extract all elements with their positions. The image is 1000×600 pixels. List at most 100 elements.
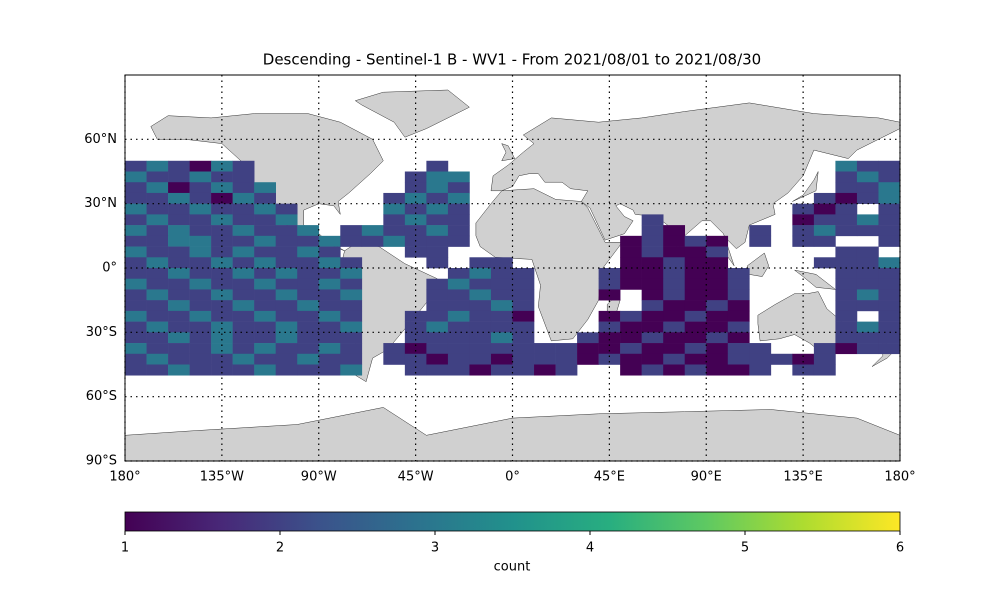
cell (469, 310, 492, 322)
cell (254, 332, 276, 344)
cell (125, 278, 147, 290)
cell (254, 353, 276, 365)
cell (275, 203, 298, 215)
cell (146, 364, 169, 376)
cell (512, 353, 535, 365)
cell (447, 192, 470, 204)
colorbar-label: count (494, 560, 531, 575)
cell (447, 171, 470, 183)
cell (318, 364, 341, 376)
cell (318, 300, 341, 312)
cell (189, 268, 212, 280)
cell (684, 364, 707, 376)
x-tick-label: 45°E (594, 470, 625, 485)
cell (792, 364, 815, 376)
cell (211, 332, 233, 344)
cell (232, 192, 255, 204)
y-tick-label: 30°S (86, 325, 117, 340)
cell (706, 257, 729, 269)
cell (706, 246, 729, 258)
cell (706, 235, 729, 247)
cell (318, 246, 341, 258)
cell (684, 257, 707, 269)
cell (598, 321, 621, 333)
y-tick-label: 30°N (84, 196, 117, 211)
cell (813, 257, 836, 269)
cell (297, 353, 320, 365)
cell (383, 192, 406, 204)
cell (878, 257, 900, 269)
cell (168, 353, 190, 365)
cell (254, 300, 276, 312)
cell (297, 321, 320, 333)
cell (512, 332, 535, 344)
cell (168, 235, 190, 247)
cell (727, 310, 750, 322)
cell (297, 235, 320, 247)
cell (340, 235, 363, 247)
cell (512, 268, 535, 280)
cell (168, 171, 190, 183)
cell (254, 364, 276, 376)
cell (856, 214, 879, 226)
cell (641, 235, 664, 247)
cell (404, 321, 427, 333)
cell (663, 289, 686, 301)
y-tick-label: 60°S (86, 389, 117, 404)
cell (835, 257, 858, 269)
cell (426, 332, 449, 344)
cell (168, 192, 190, 204)
cell (598, 343, 621, 355)
cell (426, 364, 449, 376)
cell (426, 225, 449, 237)
cell (275, 364, 298, 376)
cell (663, 321, 686, 333)
cell (146, 160, 169, 172)
cell (490, 278, 513, 290)
cell (146, 343, 169, 355)
cell (426, 182, 449, 194)
cell (232, 268, 255, 280)
cell (706, 278, 729, 290)
cell (856, 160, 879, 172)
cell (254, 321, 276, 333)
colorbar-tick-label: 4 (586, 541, 594, 556)
cell (211, 353, 233, 365)
cell (146, 332, 169, 344)
cell (404, 310, 427, 322)
cell (146, 171, 169, 183)
cell (383, 203, 406, 215)
cell (727, 278, 750, 290)
cell (878, 343, 900, 355)
cell (835, 332, 858, 344)
cell (125, 300, 147, 312)
cell (297, 310, 320, 322)
cell (254, 278, 276, 290)
cell (878, 225, 900, 237)
cell (512, 300, 535, 312)
cell (878, 321, 900, 333)
cell (383, 343, 406, 355)
cell (146, 235, 169, 247)
cell (146, 182, 169, 194)
cell (663, 364, 686, 376)
cell (490, 257, 513, 269)
cell (232, 343, 255, 355)
cell (749, 225, 772, 237)
cell (168, 300, 190, 312)
cell (254, 225, 276, 237)
cell (835, 160, 858, 172)
cell (577, 353, 599, 365)
cell (189, 364, 212, 376)
cell (835, 192, 858, 204)
cell (146, 278, 169, 290)
cell (447, 268, 470, 280)
cell (878, 160, 900, 172)
cell (404, 171, 427, 183)
cell (663, 353, 686, 365)
cell (211, 310, 233, 322)
cell (189, 300, 212, 312)
cell (232, 300, 255, 312)
cell (641, 300, 664, 312)
cell (878, 278, 900, 290)
